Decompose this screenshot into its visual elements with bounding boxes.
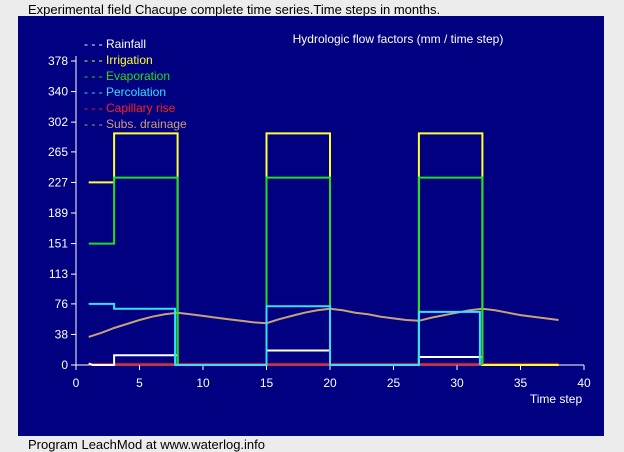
series-line-rainfall xyxy=(88,349,559,366)
axes-layer: 0 38 76 113 151 189 227 265 302 340 378 0 5 10 15 20 25 3… xyxy=(48,54,591,390)
legend-item-subs-drainage: - - - Subs. drainage xyxy=(84,117,187,131)
chart-caption-bottom: Program LeachMod at www.waterlog.info xyxy=(28,437,266,452)
y-tick-label: 113 xyxy=(49,267,68,281)
series-line-subs-drainage xyxy=(88,307,559,338)
x-tick-label: 0 xyxy=(73,376,80,390)
x-tick-label: 5 xyxy=(136,376,143,390)
x-tick-label: 35 xyxy=(514,376,528,390)
y-tick-label: 76 xyxy=(55,297,69,311)
x-axis-label: Time step xyxy=(530,392,583,406)
x-tick-label: 25 xyxy=(387,376,401,390)
y-tick-label: 302 xyxy=(48,115,68,129)
legend-item-percolation: - - - Percolation xyxy=(84,85,166,99)
plot-panel: 0 38 76 113 151 189 227 265 302 340 378 0 5 10 15 20 25 3… xyxy=(18,16,604,436)
x-tick-label: 40 xyxy=(577,376,591,390)
y-tick-label: 378 xyxy=(48,54,68,68)
chart-title: Hydrologic flow factors (mm / time step) xyxy=(293,32,504,46)
x-tick-label: 30 xyxy=(450,376,464,390)
series-line-evaporation xyxy=(88,176,484,366)
y-tick-label: 151 xyxy=(48,237,68,251)
x-tick-label: 15 xyxy=(260,376,274,390)
x-tick-label: 20 xyxy=(323,376,337,390)
legend: - - - Rainfall - - - Irrigation - - - Evap… xyxy=(84,37,187,131)
y-tick-label: 189 xyxy=(48,206,68,220)
legend-item-rainfall: - - - Rainfall xyxy=(84,37,146,51)
legend-item-evaporation: - - - Evaporation xyxy=(84,69,170,83)
series-line-irrigation xyxy=(88,132,559,366)
series-line-percolation xyxy=(88,302,481,366)
series-layer xyxy=(88,132,559,366)
y-tick-label: 265 xyxy=(48,145,68,159)
legend-item-capillary-rise: - - - Capillary rise xyxy=(84,101,176,115)
hydrologic-flow-chart: 0 38 76 113 151 189 227 265 302 340 378 0 5 10 15 20 25 3… xyxy=(48,32,591,406)
x-tick-label: 10 xyxy=(196,376,210,390)
y-tick-label: 0 xyxy=(61,358,68,372)
y-tick-label: 227 xyxy=(48,175,68,189)
y-tick-label: 38 xyxy=(55,327,69,341)
chart-caption-top: Experimental field Chacupe complete time… xyxy=(28,2,441,17)
y-tick-label: 340 xyxy=(48,85,68,99)
legend-item-irrigation: - - - Irrigation xyxy=(84,53,153,67)
